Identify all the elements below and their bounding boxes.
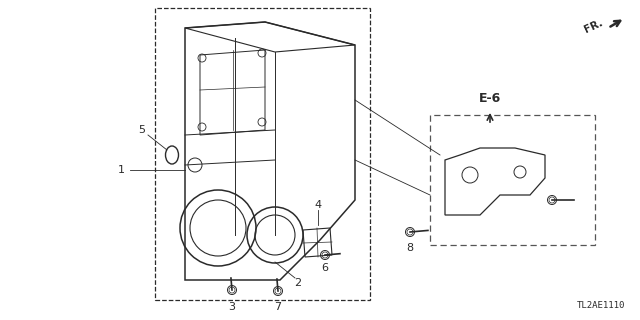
Text: TL2AE1110: TL2AE1110 <box>577 301 625 310</box>
Bar <box>155 8 370 300</box>
Text: 2: 2 <box>294 278 301 288</box>
Text: E-6: E-6 <box>479 92 501 105</box>
Text: 4: 4 <box>314 200 321 210</box>
Text: 3: 3 <box>228 302 236 312</box>
Text: 8: 8 <box>406 243 413 253</box>
Text: 6: 6 <box>321 263 328 273</box>
Bar <box>430 115 595 245</box>
Text: 5: 5 <box>138 125 145 135</box>
Text: 7: 7 <box>275 302 282 312</box>
Text: 1: 1 <box>118 165 125 175</box>
Text: FR.: FR. <box>582 17 604 35</box>
